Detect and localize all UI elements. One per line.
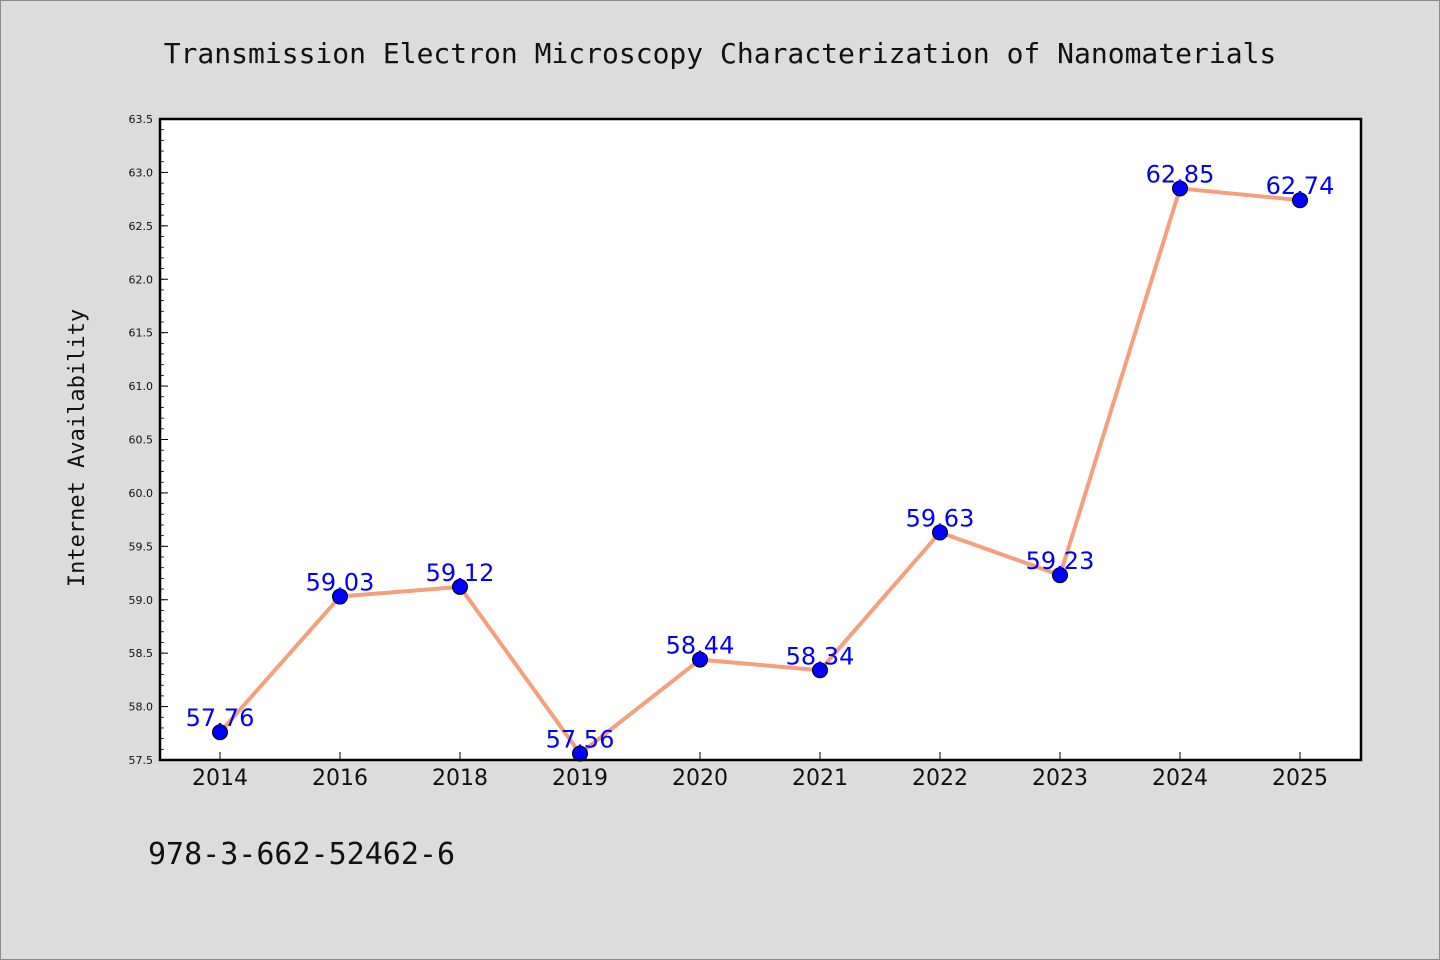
y-tick-label: 60.5 bbox=[129, 434, 154, 447]
x-axis: 2014 2016 2018 2019 2020 2021 2022 2023 2024 2025 bbox=[192, 752, 1328, 791]
y-tick-label: 61.0 bbox=[129, 380, 154, 393]
data-label: 62.85 bbox=[1146, 160, 1215, 188]
data-label: 58.44 bbox=[666, 632, 735, 660]
y-axis: 57.5 58.0 58.5 59.0 59.5 60.0 60.5 61.0 61.5 62.0… bbox=[129, 113, 168, 767]
plot-border bbox=[158, 117, 1363, 762]
data-label: 57.56 bbox=[546, 726, 615, 754]
data-point bbox=[452, 578, 468, 595]
y-tick-label: 60.0 bbox=[129, 487, 154, 500]
data-label: 62.74 bbox=[1266, 172, 1335, 200]
x-tick-label: 2019 bbox=[552, 766, 608, 791]
data-label: 59.63 bbox=[906, 504, 975, 532]
data-labels: 57.76 59.03 59.12 57.56 58.44 58.34 59.63 59.23… bbox=[186, 160, 1335, 753]
x-tick-label: 2021 bbox=[792, 766, 848, 791]
chart-title: Transmission Electron Microscopy Charact… bbox=[164, 37, 1277, 70]
data-point bbox=[1052, 567, 1068, 584]
x-tick-label: 2024 bbox=[1152, 766, 1208, 791]
plot-area bbox=[160, 119, 1361, 760]
y-tick-label: 59.0 bbox=[129, 594, 154, 607]
y-tick-label: 58.5 bbox=[129, 647, 154, 660]
y-axis-label: Internet Availability bbox=[65, 309, 90, 587]
y-tick-label: 63.0 bbox=[129, 166, 154, 179]
data-label: 59.23 bbox=[1026, 547, 1095, 575]
data-label: 57.76 bbox=[186, 704, 255, 732]
x-tick-label: 2025 bbox=[1272, 766, 1328, 791]
y-tick-label: 59.5 bbox=[129, 540, 154, 553]
y-tick-label: 57.5 bbox=[129, 754, 154, 767]
x-tick-label: 2023 bbox=[1032, 766, 1088, 791]
data-point bbox=[1292, 192, 1308, 209]
data-point bbox=[212, 724, 228, 741]
y-tick-label: 58.0 bbox=[129, 701, 154, 714]
x-tick-label: 2018 bbox=[432, 766, 488, 791]
data-markers bbox=[212, 180, 1308, 762]
data-point bbox=[932, 524, 948, 541]
data-point bbox=[812, 662, 828, 679]
data-point bbox=[692, 651, 708, 668]
data-label: 59.03 bbox=[306, 569, 375, 597]
x-tick-label: 2014 bbox=[192, 766, 248, 791]
y-tick-label: 63.5 bbox=[129, 113, 154, 126]
y-tick-label: 62.5 bbox=[129, 220, 154, 233]
y-tick-label: 61.5 bbox=[129, 327, 154, 340]
series-line-group bbox=[218, 186, 1301, 756]
data-label: 59.12 bbox=[426, 559, 495, 587]
x-tick-label: 2022 bbox=[912, 766, 968, 791]
x-tick-label: 2020 bbox=[672, 766, 728, 791]
data-point bbox=[1172, 180, 1188, 197]
x-tick-label: 2016 bbox=[312, 766, 368, 791]
isbn-text: 978-3-662-52462-6 bbox=[148, 837, 455, 872]
data-point bbox=[332, 588, 348, 605]
series-line bbox=[218, 186, 1301, 756]
y-tick-label: 62.0 bbox=[129, 273, 154, 286]
data-label: 58.34 bbox=[786, 642, 855, 670]
